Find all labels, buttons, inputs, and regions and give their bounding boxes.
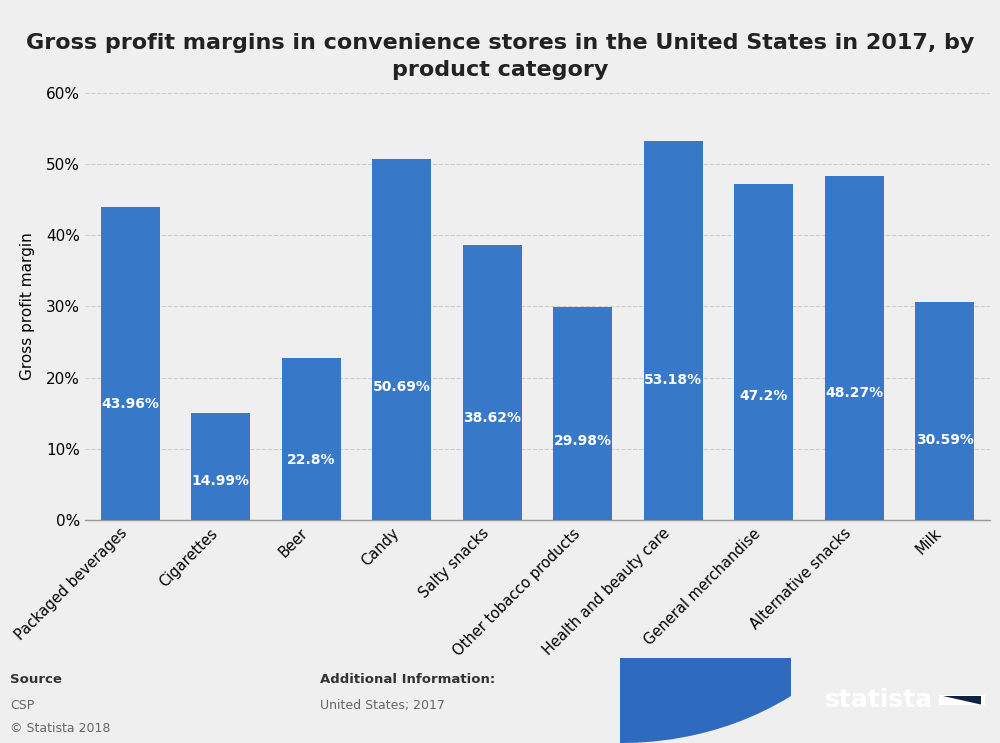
Bar (825, 176, 884, 520)
Bar (644, 141, 703, 520)
Text: 29.98%: 29.98% (554, 434, 612, 448)
Text: 30.59%: 30.59% (916, 432, 974, 447)
Bar (915, 302, 974, 520)
Text: 53.18%: 53.18% (644, 373, 702, 387)
Text: 48.27%: 48.27% (825, 386, 883, 400)
Text: 22.8%: 22.8% (287, 453, 336, 467)
Text: 38.62%: 38.62% (463, 412, 521, 425)
Text: 43.96%: 43.96% (101, 398, 159, 412)
Bar (734, 184, 793, 520)
Bar (101, 207, 160, 520)
Text: statista: statista (824, 688, 932, 713)
Bar (282, 358, 341, 520)
Text: Gross profit margins in convenience stores in the United States in 2017, by
prod: Gross profit margins in convenience stor… (26, 33, 974, 80)
Text: United States; 2017: United States; 2017 (320, 698, 445, 712)
Bar (191, 413, 250, 520)
Text: 47.2%: 47.2% (740, 389, 788, 403)
Y-axis label: Gross profit margin: Gross profit margin (20, 233, 35, 380)
PathPatch shape (620, 658, 764, 743)
Text: CSP: CSP (10, 698, 34, 712)
Text: 50.69%: 50.69% (373, 380, 431, 394)
Text: Additional Information:: Additional Information: (320, 673, 495, 686)
Text: 14.99%: 14.99% (192, 473, 250, 487)
Bar (372, 159, 431, 520)
Text: Source: Source (10, 673, 62, 686)
Bar (463, 245, 522, 520)
Bar (553, 307, 612, 520)
PathPatch shape (620, 658, 791, 743)
FancyBboxPatch shape (939, 695, 985, 705)
Polygon shape (943, 696, 981, 704)
Text: © Statista 2018: © Statista 2018 (10, 721, 110, 735)
